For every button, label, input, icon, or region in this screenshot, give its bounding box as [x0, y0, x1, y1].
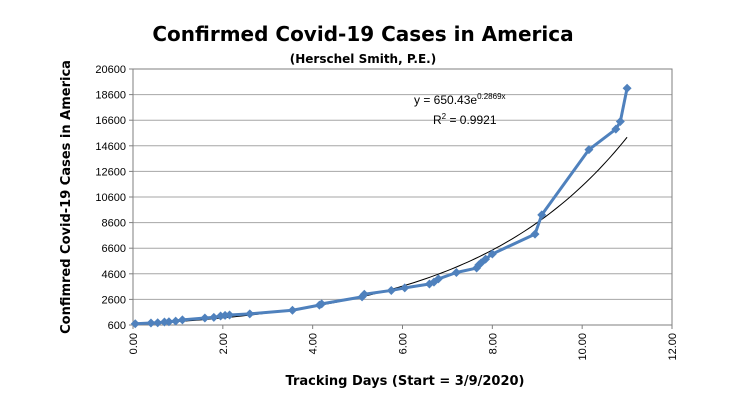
y-tick-label: 4600: [102, 269, 126, 281]
chart-subtitle: (Herschel Smith, P.E.): [290, 52, 436, 66]
y-tick-label: 10600: [95, 192, 126, 204]
y-tick-label: 600: [108, 320, 126, 332]
trendline-equation: y = 650.43e0.2869x R2 = 0.9921: [414, 92, 506, 127]
data-point-marker: [177, 315, 187, 325]
data-point-marker: [487, 249, 497, 259]
data-point-marker: [530, 229, 540, 239]
data-point-marker: [537, 210, 547, 220]
data-point-marker: [209, 312, 219, 322]
r-squared-label: R: [433, 113, 442, 127]
data-point-marker: [153, 318, 163, 328]
r-squared-text: R2 = 0.9921: [433, 112, 497, 127]
r-squared-value: = 0.9921: [446, 113, 497, 127]
data-point-marker: [171, 316, 181, 326]
data-point-marker: [200, 313, 210, 323]
data-point-marker: [386, 285, 396, 295]
x-tick-label: 12.00: [667, 333, 679, 361]
equation-exponent: 0.2869x: [477, 92, 505, 101]
data-point-marker: [622, 83, 632, 93]
y-tick-label: 2600: [102, 294, 126, 306]
y-axis-title: Confimred Covid-19 Cases in America: [59, 60, 74, 334]
data-point-marker: [245, 309, 255, 319]
x-tick-label: 0.00: [128, 333, 140, 354]
data-point-marker: [164, 317, 174, 327]
data-point-marker: [615, 116, 625, 126]
data-point-marker: [146, 318, 156, 328]
y-tick-label: 6600: [102, 243, 126, 255]
data-point-marker: [584, 145, 594, 155]
data-point-marker: [317, 299, 327, 309]
y-tick-label: 16600: [95, 115, 126, 127]
y-axis-ticks: 600 2600 4600 6600 8600 10600 12600 14600 16600 1…: [95, 64, 133, 332]
y-tick-label: 12600: [95, 166, 126, 178]
x-tick-label: 6.00: [398, 333, 410, 354]
y-tick-label: 14600: [95, 141, 126, 153]
data-point-marker: [287, 305, 297, 315]
chart-title: Confirmed Covid-19 Cases in America: [152, 22, 573, 46]
data-point-marker: [451, 268, 461, 278]
y-tick-label: 20600: [95, 64, 126, 76]
r-squared-exponent: 2: [442, 112, 447, 121]
x-tick-label: 10.00: [577, 333, 589, 361]
x-axis-ticks: 0.00 2.00 4.00 6.00 8.00 10.00 12.00: [128, 325, 679, 361]
data-point-marker: [130, 319, 140, 329]
x-tick-label: 8.00: [487, 333, 499, 354]
data-point-marker: [359, 289, 369, 299]
data-point-marker: [400, 283, 410, 293]
y-tick-label: 8600: [102, 218, 126, 230]
data-point-marker: [225, 310, 235, 320]
x-tick-label: 4.00: [308, 333, 320, 354]
data-point-marker: [481, 254, 491, 264]
x-axis-title: Tracking Days (Start = 3/9/2020): [286, 374, 525, 389]
x-tick-label: 2.00: [218, 333, 230, 354]
equation-text: y = 650.43e0.2869x: [414, 92, 506, 107]
data-point-marker: [433, 274, 443, 284]
y-tick-label: 18600: [95, 90, 126, 102]
data-series-markers: [130, 83, 632, 329]
data-point-marker: [611, 124, 621, 134]
equation-main: y = 650.43e: [414, 93, 477, 107]
